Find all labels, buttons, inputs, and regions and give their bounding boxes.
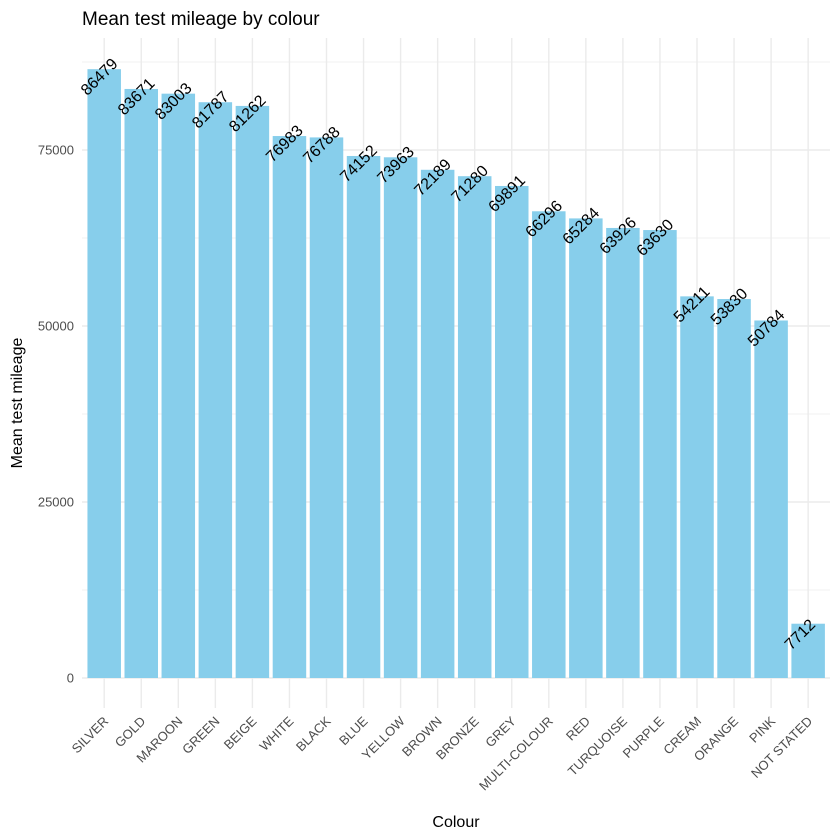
bar-not-stated <box>791 623 825 678</box>
x-tick-label: BEIGE <box>221 713 260 752</box>
x-tick-label: BLACK <box>293 713 334 754</box>
bar-bronze <box>457 176 492 679</box>
bar-beige <box>235 105 270 678</box>
bar-black <box>309 137 344 678</box>
x-tick-label: GREEN <box>179 714 222 757</box>
y-axis-ticks: 0 25000 50000 75000 <box>38 143 74 686</box>
x-tick-label: RED <box>563 714 593 744</box>
x-tick-label: PURPLE <box>620 713 668 761</box>
x-axis-title: Colour <box>432 814 480 831</box>
bars <box>87 69 825 679</box>
bar-turquoise <box>606 227 640 679</box>
bar-brown <box>420 169 455 679</box>
bar-gold <box>124 88 158 678</box>
bar-orange <box>717 299 751 678</box>
bar-pink <box>754 320 788 678</box>
y-tick-label: 25000 <box>38 495 74 510</box>
x-tick-label: SILVER <box>69 714 112 757</box>
bar-silver <box>87 69 121 678</box>
bar-purple <box>643 230 677 678</box>
x-tick-label: WHITE <box>256 713 296 753</box>
y-tick-label: 0 <box>67 671 74 686</box>
bar-blue <box>346 155 381 679</box>
bar-maroon <box>161 93 196 679</box>
bar-yellow <box>383 157 418 678</box>
bar-multi-colour <box>532 211 566 678</box>
y-tick-label: 50000 <box>38 319 74 334</box>
x-tick-label: BLUE <box>336 713 371 748</box>
bar-grey <box>495 185 529 679</box>
bar-white <box>272 136 307 678</box>
chart-title: Mean test mileage by colour <box>82 9 320 30</box>
bar-cream <box>680 296 714 678</box>
y-tick-label: 75000 <box>38 143 74 158</box>
y-axis-title: Mean test mileage <box>9 338 26 469</box>
x-tick-label: PINK <box>746 713 778 745</box>
bar-red <box>569 218 603 678</box>
bar-green <box>198 102 233 678</box>
